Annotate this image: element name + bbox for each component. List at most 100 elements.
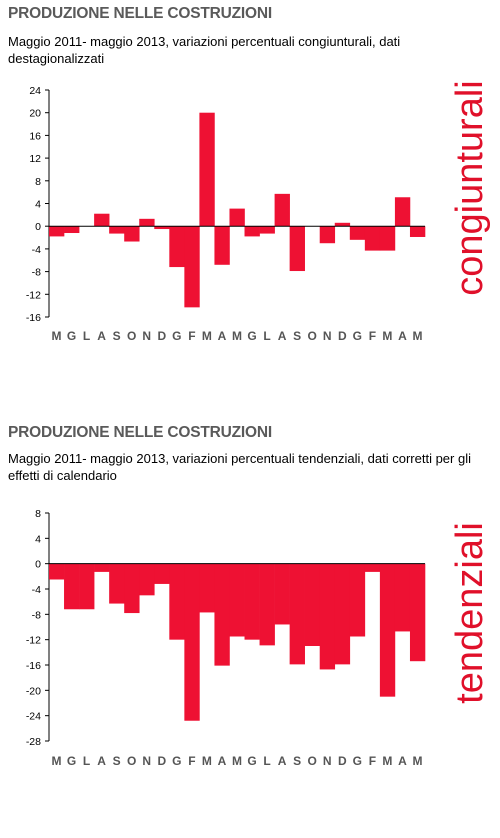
bar bbox=[244, 563, 260, 640]
chart-subtitle: Maggio 2011- maggio 2013, variazioni per… bbox=[8, 34, 401, 66]
x-tick-label: M bbox=[232, 329, 242, 343]
x-tick-label: L bbox=[263, 329, 270, 343]
y-tick-label: -28 bbox=[26, 736, 41, 748]
y-tick-label: -20 bbox=[26, 685, 41, 697]
x-tick-label: D bbox=[338, 329, 347, 343]
bar bbox=[364, 226, 381, 251]
x-tick-label: S bbox=[293, 754, 301, 768]
x-tick-label: L bbox=[83, 754, 90, 768]
bar bbox=[214, 563, 230, 666]
y-tick-label: -12 bbox=[26, 635, 41, 647]
bar bbox=[409, 226, 426, 237]
chart-panel-congiunturali: PRODUZIONE NELLE COSTRUZIONI Maggio 2011… bbox=[0, 0, 500, 360]
x-tick-label: F bbox=[369, 329, 376, 343]
chart-title: PRODUZIONE NELLE COSTRUZIONI bbox=[8, 424, 272, 441]
x-tick-label: D bbox=[157, 754, 166, 768]
bar bbox=[109, 563, 125, 604]
x-tick-label: M bbox=[382, 754, 392, 768]
bar bbox=[349, 563, 366, 637]
bar bbox=[94, 563, 110, 572]
x-tick-label: O bbox=[127, 329, 136, 343]
x-tick-label: A bbox=[218, 754, 227, 768]
y-tick-label: 0 bbox=[35, 221, 41, 233]
x-tick-label: M bbox=[412, 754, 422, 768]
bar bbox=[184, 563, 200, 721]
x-tick-label: S bbox=[293, 329, 301, 343]
y-tick-label: 4 bbox=[35, 199, 41, 211]
x-tick-label: G bbox=[353, 754, 362, 768]
bar bbox=[394, 197, 411, 227]
bar bbox=[364, 563, 381, 572]
bar bbox=[124, 226, 140, 242]
x-tick-label: M bbox=[232, 754, 242, 768]
x-tick-label: N bbox=[323, 754, 332, 768]
bar bbox=[199, 563, 215, 613]
x-tick-label: A bbox=[218, 329, 227, 343]
bar bbox=[274, 193, 290, 227]
bar bbox=[64, 563, 80, 610]
bar bbox=[49, 226, 65, 237]
bar bbox=[304, 563, 321, 646]
x-tick-label: F bbox=[188, 754, 195, 768]
x-tick-label: F bbox=[369, 754, 376, 768]
y-tick-label: 4 bbox=[35, 533, 41, 545]
bar bbox=[169, 226, 185, 268]
bar bbox=[274, 563, 290, 625]
bar-chart-tendenziali: 840-4-8-12-16-20-24-28M G L A S O N D G F M A M G L A S O… bbox=[26, 508, 491, 768]
y-tick-label: -16 bbox=[26, 312, 41, 324]
chart-panel-tendenziali: PRODUZIONE NELLE COSTRUZIONI Maggio 2011… bbox=[0, 420, 500, 792]
x-tick-label: M bbox=[202, 754, 212, 768]
x-tick-label: N bbox=[142, 754, 151, 768]
x-tick-label: A bbox=[278, 754, 287, 768]
x-tick-label: A bbox=[97, 754, 106, 768]
bar bbox=[139, 218, 155, 227]
chart-title: PRODUZIONE NELLE COSTRUZIONI bbox=[8, 5, 272, 22]
bar bbox=[394, 563, 411, 632]
bar bbox=[169, 563, 185, 640]
x-tick-label: L bbox=[83, 329, 90, 343]
bar bbox=[94, 213, 110, 227]
x-tick-label: S bbox=[113, 754, 121, 768]
x-tick-label: A bbox=[398, 754, 407, 768]
side-label: congiunturali bbox=[449, 80, 491, 295]
y-tick-label: -24 bbox=[26, 711, 41, 723]
x-tick-label: G bbox=[67, 329, 76, 343]
bar bbox=[319, 226, 336, 244]
y-tick-label: -12 bbox=[26, 289, 41, 301]
bar bbox=[409, 563, 426, 662]
y-tick-label: 0 bbox=[35, 559, 41, 571]
bar bbox=[109, 226, 125, 234]
x-tick-label: A bbox=[398, 329, 407, 343]
bar bbox=[229, 563, 245, 637]
y-tick-label: -4 bbox=[32, 584, 41, 596]
bar bbox=[289, 563, 305, 665]
y-tick-label: 24 bbox=[29, 85, 41, 97]
x-tick-label: F bbox=[188, 329, 195, 343]
y-tick-label: 16 bbox=[29, 130, 41, 142]
y-tick-label: 12 bbox=[29, 153, 41, 165]
x-tick-label: G bbox=[353, 329, 362, 343]
bar bbox=[379, 563, 396, 697]
bar bbox=[259, 226, 275, 234]
bar bbox=[229, 208, 245, 227]
x-tick-label: G bbox=[172, 329, 181, 343]
bar bbox=[124, 563, 140, 614]
bar bbox=[79, 563, 95, 610]
bar bbox=[334, 222, 351, 227]
bar bbox=[349, 226, 366, 240]
x-tick-label: L bbox=[263, 754, 270, 768]
y-tick-label: -16 bbox=[26, 660, 41, 672]
bar bbox=[334, 563, 351, 665]
bar bbox=[244, 226, 260, 237]
y-tick-label: 8 bbox=[35, 176, 41, 188]
bar bbox=[379, 226, 396, 251]
chart-subtitle: Maggio 2011- maggio 2013, variazioni per… bbox=[8, 451, 471, 483]
bar bbox=[259, 563, 275, 646]
bar bbox=[154, 226, 170, 230]
bar bbox=[139, 563, 155, 596]
y-tick-label: -4 bbox=[32, 244, 41, 256]
bar bbox=[64, 226, 80, 234]
bar bbox=[289, 226, 305, 272]
x-tick-label: O bbox=[127, 754, 136, 768]
